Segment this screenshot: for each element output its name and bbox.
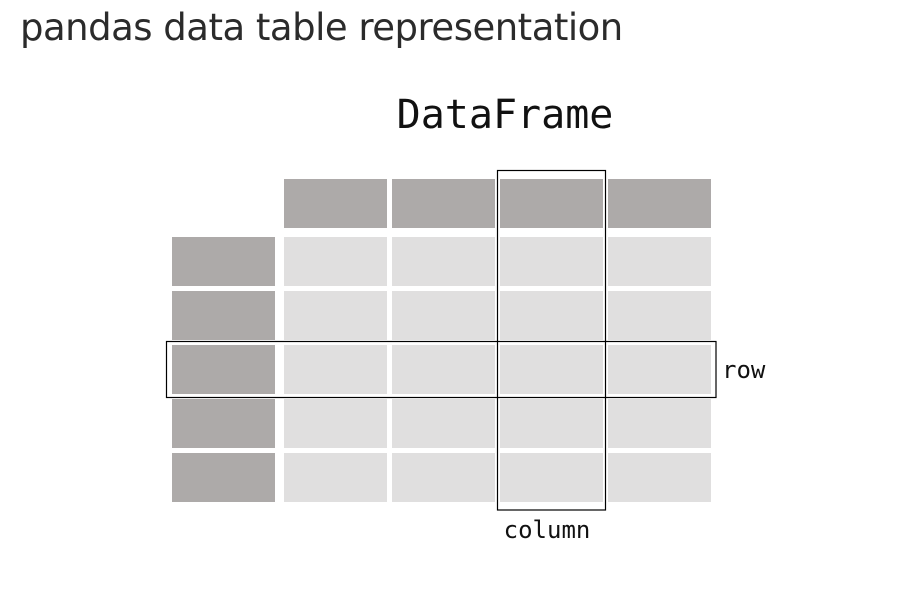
data-cell (500, 453, 603, 502)
row-index-cells (172, 237, 275, 502)
row-label: row (722, 356, 766, 384)
row-index-cell (172, 399, 275, 448)
data-cell (608, 399, 711, 448)
row-highlight-outline (165, 340, 717, 399)
data-cell (500, 399, 603, 448)
data-cell (284, 291, 387, 340)
data-cell (284, 453, 387, 502)
data-cell (392, 453, 495, 502)
diagram-title: DataFrame (397, 92, 614, 138)
data-cell (284, 345, 387, 394)
data-cell (392, 345, 495, 394)
data-cell (608, 345, 711, 394)
column-highlight-outline (496, 169, 607, 511)
data-cell (608, 291, 711, 340)
column-header-cell (500, 179, 603, 228)
data-cell (392, 291, 495, 340)
row-index-cell (172, 345, 275, 394)
data-cell (284, 237, 387, 286)
column-header-cell (392, 179, 495, 228)
data-cell (500, 345, 603, 394)
data-cell (608, 453, 711, 502)
row-index-cell (172, 237, 275, 286)
data-cell (284, 399, 387, 448)
data-cell (392, 399, 495, 448)
data-cell (500, 237, 603, 286)
column-header-cell (284, 179, 387, 228)
row-index-cell (172, 291, 275, 340)
row-index-cell (172, 453, 275, 502)
column-header-cell (608, 179, 711, 228)
data-cell (608, 237, 711, 286)
column-header-cells (284, 179, 711, 228)
data-cell (500, 291, 603, 340)
page-heading: pandas data table representation (20, 6, 623, 49)
data-cell (392, 237, 495, 286)
column-label: column (504, 516, 591, 544)
data-cells (284, 237, 711, 502)
